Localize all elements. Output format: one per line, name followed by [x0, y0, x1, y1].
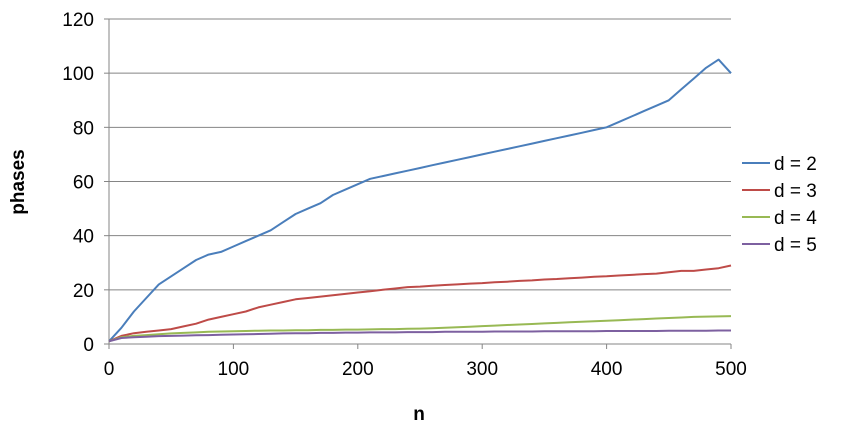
- series-line-3: [108, 264, 732, 343]
- x-tick-label: 100: [218, 359, 250, 380]
- series-line-5: [108, 329, 731, 343]
- y-tick-label: 120: [62, 10, 94, 31]
- x-tick-label: 500: [715, 359, 747, 380]
- y-tick-label: 80: [73, 118, 94, 139]
- x-axis-title: n: [413, 404, 425, 425]
- legend: d = 2 d = 3 d = 4 d = 5: [742, 154, 817, 256]
- y-tick-label: 100: [62, 64, 94, 85]
- series-line-2: [108, 58, 732, 342]
- legend-label: d = 3: [774, 181, 817, 202]
- y-tick-labels: 0 20 40 60 80 100 120: [62, 10, 94, 356]
- axes: [104, 18, 732, 349]
- x-tick-label: 300: [466, 359, 498, 380]
- y-tick-label: 40: [73, 227, 94, 248]
- x-tick-label: 0: [104, 359, 115, 380]
- series-lines: [108, 58, 732, 343]
- x-tick-label: 200: [342, 359, 374, 380]
- legend-label: d = 4: [774, 208, 817, 229]
- legend-label: d = 2: [774, 154, 817, 175]
- series-line-4: [108, 315, 732, 343]
- gridlines: [109, 18, 731, 291]
- legend-label: d = 5: [774, 235, 817, 256]
- x-tick-labels: 0 100 200 300 400 500: [104, 359, 747, 380]
- y-tick-label: 0: [83, 335, 94, 356]
- y-tick-label: 20: [73, 281, 94, 302]
- y-axis-title: phases: [8, 149, 29, 214]
- y-tick-label: 60: [73, 173, 94, 194]
- x-tick-label: 400: [591, 359, 623, 380]
